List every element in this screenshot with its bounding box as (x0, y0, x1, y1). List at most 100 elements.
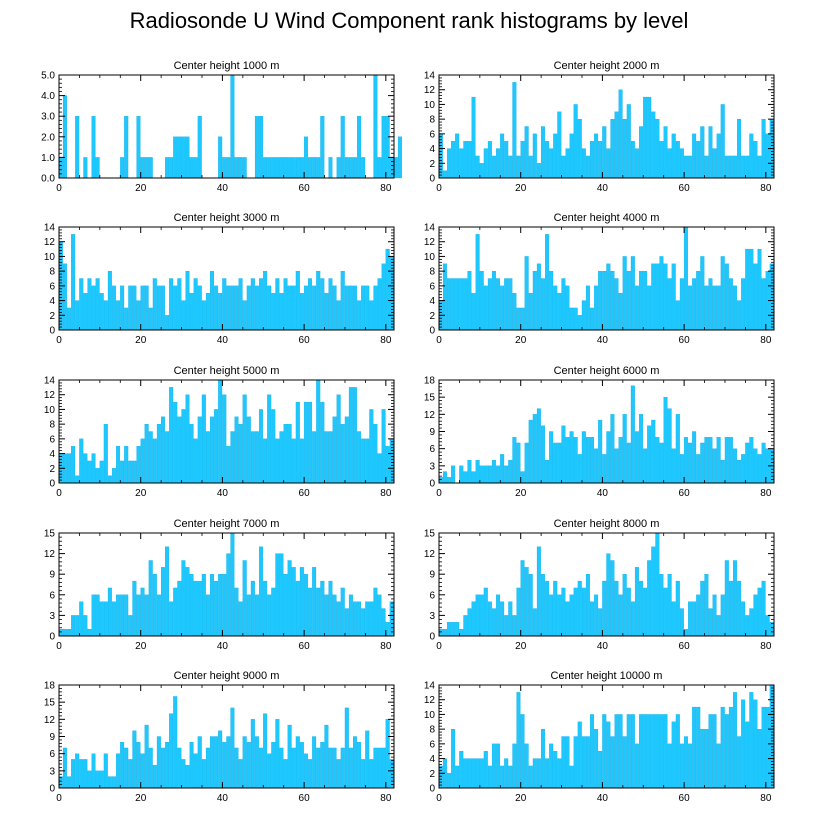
histogram-bar (238, 601, 243, 637)
histogram-bar (373, 285, 378, 331)
histogram-bar (643, 714, 648, 789)
histogram-bar (124, 594, 129, 637)
histogram-bar (671, 133, 676, 179)
histogram-bar (471, 601, 476, 637)
y-tick-label: 4.0 (41, 91, 55, 102)
histogram-bar (316, 157, 321, 179)
histogram-bar (103, 423, 108, 484)
histogram-bar (757, 587, 762, 637)
histogram-bar (667, 408, 672, 484)
y-tick-label: 8 (429, 267, 435, 278)
y-tick-label: 3 (429, 461, 435, 472)
histogram-bar (373, 423, 378, 484)
x-tick-label: 20 (515, 335, 527, 346)
histogram-bar (455, 278, 460, 331)
histogram-bar (62, 263, 67, 331)
histogram-bar (683, 155, 688, 179)
panel-8: Center height 8000 m 0 20 40 60 80 0 3 6 9 12 15 (424, 518, 775, 652)
panel-title: Center height 1000 m (174, 60, 280, 72)
histogram-bar (634, 743, 639, 789)
histogram-bar (696, 706, 701, 789)
histogram-bar (230, 74, 235, 179)
y-tick-label: 0 (49, 784, 55, 795)
y-tick-label: 2 (429, 769, 435, 780)
histogram-bar (610, 560, 615, 637)
histogram-bar (67, 628, 72, 637)
histogram-bar (254, 431, 259, 484)
y-tick-label: 0 (429, 326, 435, 337)
histogram-bar (144, 594, 149, 637)
y-tick-label: 9 (429, 427, 435, 438)
histogram-bar (369, 601, 374, 637)
histogram-bar (626, 587, 631, 637)
x-tick-label: 20 (135, 183, 147, 194)
histogram-bar (357, 431, 362, 484)
y-tick-label: 12 (424, 410, 436, 421)
histogram-bar (79, 759, 84, 789)
histogram-bar (536, 263, 541, 331)
panel-6: Center height 6000 m 0 20 40 60 80 0 3 6 9 12 15 18 (424, 365, 775, 499)
histogram-bar (279, 553, 284, 637)
histogram-bar (594, 285, 599, 331)
histogram-bar (332, 285, 337, 331)
histogram-bar (136, 742, 141, 789)
x-tick-label: 60 (299, 488, 311, 499)
histogram-bar (479, 465, 484, 484)
histogram-bar (381, 116, 386, 179)
histogram-bar (651, 546, 656, 637)
histogram-bar (234, 285, 239, 331)
histogram-bar (639, 270, 644, 331)
histogram-bar (479, 758, 484, 789)
panel-title: Center height 8000 m (554, 518, 660, 530)
histogram-bar (753, 263, 758, 331)
y-tick-label: 8 (49, 420, 55, 431)
y-tick-label: 2 (49, 464, 55, 475)
histogram-bar (214, 285, 219, 331)
histogram-bar (234, 416, 239, 484)
histogram-bar (540, 728, 545, 789)
histogram-bar (724, 714, 729, 789)
histogram-bar (385, 446, 390, 484)
histogram-bar (622, 414, 627, 484)
histogram-bar (716, 285, 721, 331)
histogram-bar (210, 736, 214, 789)
histogram-bar (487, 278, 492, 331)
histogram-bar (643, 587, 648, 637)
histogram-bar (91, 753, 96, 789)
histogram-bar (634, 431, 639, 484)
histogram-bar (692, 431, 697, 484)
x-tick-label: 80 (760, 488, 772, 499)
histogram-bar (148, 157, 153, 179)
histogram-bar (120, 285, 125, 331)
histogram-bar (259, 546, 264, 637)
histogram-bar (352, 736, 357, 789)
histogram-bar (156, 594, 161, 637)
histogram-bar (675, 580, 680, 637)
histogram-bar (140, 157, 145, 179)
histogram-bar (585, 437, 590, 484)
histogram-bar (169, 713, 174, 789)
histogram-bar (242, 560, 247, 637)
histogram-bar (238, 759, 243, 789)
histogram-bar (700, 256, 705, 331)
histogram-bar (459, 628, 464, 637)
histogram-bar (344, 157, 349, 179)
histogram-bar (173, 136, 178, 179)
histogram-bar (75, 300, 80, 331)
histogram-bar (663, 714, 668, 789)
histogram-bar (275, 719, 280, 789)
histogram-bar (496, 594, 501, 637)
histogram-bar (741, 278, 746, 331)
histogram-bar (328, 157, 333, 179)
y-tick-label: 0 (49, 632, 55, 643)
histogram-bar (71, 446, 76, 484)
histogram-bar (111, 468, 116, 484)
y-tick-label: 12 (44, 237, 56, 248)
y-tick-label: 4 (429, 144, 435, 155)
histogram-bar (573, 104, 578, 179)
y-tick-label: 6 (429, 739, 435, 750)
x-tick-label: 40 (217, 183, 229, 194)
histogram-bar (132, 580, 137, 637)
histogram-bar (67, 453, 72, 484)
histogram-bar (442, 263, 447, 331)
